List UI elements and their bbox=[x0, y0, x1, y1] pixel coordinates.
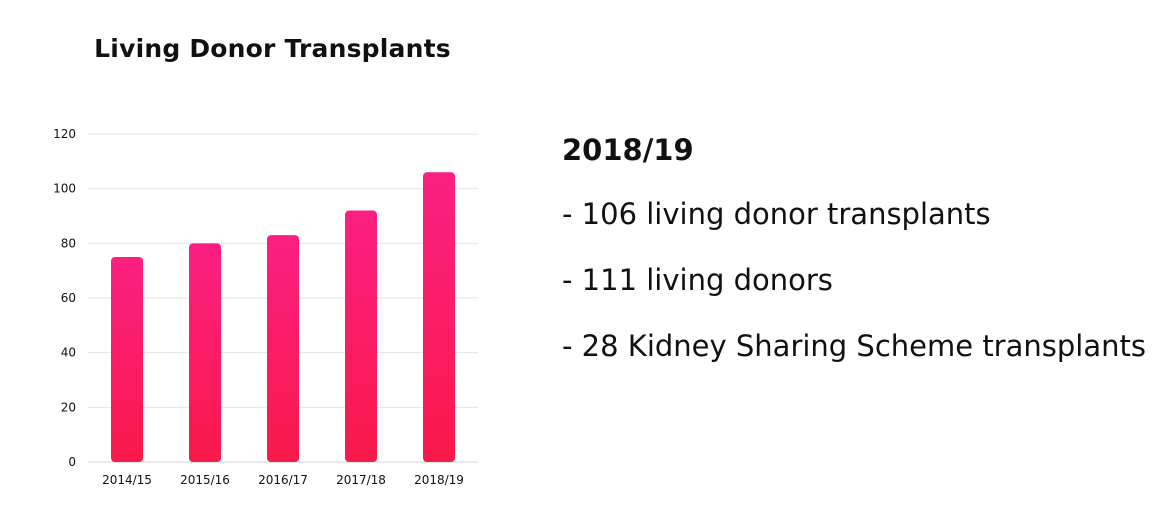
y-tick-label: 40 bbox=[61, 346, 76, 360]
x-tick-label: 2017/18 bbox=[336, 473, 386, 487]
stats-panel: 2018/19 - 106 living donor transplants -… bbox=[562, 128, 1152, 390]
y-tick-label: 0 bbox=[68, 455, 76, 469]
x-tick-label: 2014/15 bbox=[102, 473, 152, 487]
x-tick-label: 2018/19 bbox=[414, 473, 464, 487]
stats-heading: 2018/19 bbox=[562, 133, 694, 167]
stat-kidney-sharing-scheme: - 28 Kidney Sharing Scheme transplants bbox=[562, 329, 1146, 363]
x-tick-label: 2016/17 bbox=[258, 473, 308, 487]
bar-2018-19 bbox=[423, 172, 455, 462]
bar-2017-18 bbox=[345, 210, 377, 462]
bars bbox=[111, 172, 455, 462]
y-tick-labels: 0 20 40 60 80 100 120 bbox=[53, 127, 76, 469]
y-tick-label: 120 bbox=[53, 127, 76, 141]
bar-2014-15 bbox=[111, 257, 143, 462]
stat-living-donors: - 111 living donors bbox=[562, 263, 833, 297]
y-tick-label: 100 bbox=[53, 182, 76, 196]
y-tick-label: 80 bbox=[61, 236, 76, 250]
x-tick-label: 2015/16 bbox=[180, 473, 230, 487]
x-tick-labels: 2014/15 2015/16 2016/17 2017/18 2018/19 bbox=[102, 473, 464, 487]
y-tick-label: 20 bbox=[61, 400, 76, 414]
bar-2016-17 bbox=[267, 235, 299, 462]
bar-2015-16 bbox=[189, 243, 221, 462]
y-tick-label: 60 bbox=[61, 291, 76, 305]
stats-list: - 106 living donor transplants - 111 liv… bbox=[562, 192, 1152, 368]
chart-title: Living Donor Transplants bbox=[94, 34, 451, 63]
stat-living-donor-transplants: - 106 living donor transplants bbox=[562, 197, 991, 231]
